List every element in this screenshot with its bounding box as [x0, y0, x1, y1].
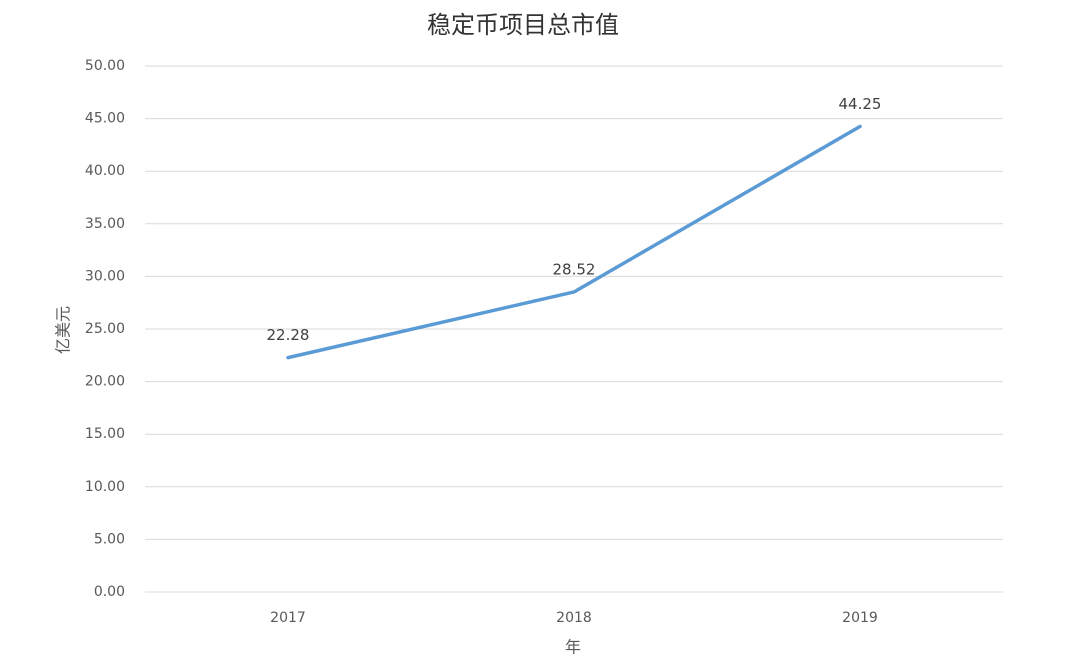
data-label: 44.25 — [839, 95, 882, 113]
y-tick-label: 40.00 — [85, 163, 125, 179]
data-label: 22.28 — [267, 326, 310, 344]
y-tick-label: 20.00 — [85, 374, 125, 390]
y-tick-label: 25.00 — [85, 321, 125, 337]
y-tick-label: 10.00 — [85, 479, 125, 495]
y-tick-label: 45.00 — [85, 111, 125, 127]
y-tick-label: 30.00 — [85, 268, 125, 284]
x-tick-label: 2017 — [270, 610, 306, 626]
x-axis-title: 年 — [565, 638, 581, 657]
y-tick-label: 15.00 — [85, 426, 125, 442]
x-tick-label: 2018 — [556, 610, 592, 626]
y-axis-title: 亿美元 — [54, 306, 73, 354]
y-tick-label: 0.00 — [94, 584, 125, 600]
chart-title: 稳定币项目总市值 — [427, 11, 619, 39]
data-line — [286, 124, 862, 360]
y-tick-label: 5.00 — [94, 531, 125, 547]
data-label: 28.52 — [553, 260, 596, 278]
y-tick-label: 35.00 — [85, 216, 125, 232]
x-tick-label: 2019 — [842, 610, 878, 626]
y-tick-label: 50.00 — [85, 58, 125, 74]
